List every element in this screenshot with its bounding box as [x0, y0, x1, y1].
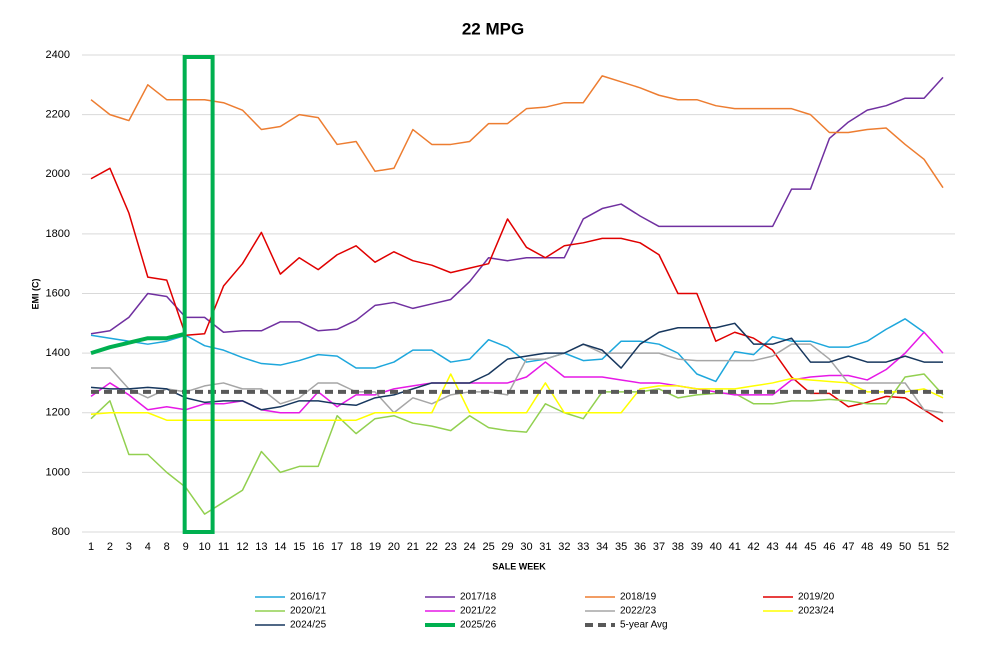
x-tick-label: 52	[937, 541, 949, 553]
y-tick-label: 1400	[46, 347, 70, 359]
x-tick-label: 42	[748, 541, 760, 553]
x-tick-label: 44	[785, 541, 797, 553]
legend-label: 5-year Avg	[620, 620, 668, 631]
x-tick-label: 4	[145, 541, 151, 553]
x-tick-label: 37	[653, 541, 665, 553]
legend-label: 2021/22	[460, 606, 497, 617]
x-tick-label: 36	[634, 541, 646, 553]
chart-title: 22 MPG	[462, 19, 524, 38]
x-tick-label: 18	[350, 541, 362, 553]
x-tick-label: 19	[369, 541, 381, 553]
x-tick-label: 12	[236, 541, 248, 553]
x-tick-label: 14	[274, 541, 286, 553]
legend-label: 2023/24	[798, 606, 835, 617]
legend-label: 2019/20	[798, 592, 835, 603]
y-tick-label: 1600	[46, 287, 70, 299]
x-tick-label: 49	[880, 541, 892, 553]
x-tick-label: 50	[899, 541, 911, 553]
x-tick-label: 22	[426, 541, 438, 553]
x-tick-label: 13	[255, 541, 267, 553]
x-tick-label: 46	[823, 541, 835, 553]
x-tick-label: 40	[710, 541, 722, 553]
x-axis-title: SALE WEEK	[492, 561, 546, 571]
y-tick-label: 800	[52, 526, 70, 538]
x-tick-label: 21	[407, 541, 419, 553]
series-line	[90, 167, 944, 423]
x-tick-label: 3	[126, 541, 132, 553]
legend-label: 2022/23	[620, 606, 657, 617]
x-tick-label: 11	[218, 541, 229, 553]
x-tick-label: 34	[596, 541, 608, 553]
x-tick-label: 20	[388, 541, 400, 553]
x-tick-label: 31	[539, 541, 551, 553]
x-tick-label: 24	[464, 541, 476, 553]
series-line	[90, 373, 944, 421]
y-tick-label: 1200	[46, 407, 70, 419]
y-tick-label: 1000	[46, 466, 70, 478]
series-line	[90, 373, 944, 515]
x-tick-label: 17	[331, 541, 343, 553]
x-tick-label: 41	[729, 541, 741, 553]
y-tick-label: 1800	[46, 228, 70, 240]
y-tick-label: 2400	[46, 49, 70, 61]
x-tick-label: 33	[577, 541, 589, 553]
legend-label: 2025/26	[460, 620, 497, 631]
x-tick-label: 8	[164, 541, 170, 553]
x-tick-label: 9	[183, 541, 189, 553]
x-tick-label: 45	[804, 541, 816, 553]
legend-label: 2017/18	[460, 592, 497, 603]
x-tick-label: 47	[842, 541, 854, 553]
series-line	[90, 75, 944, 189]
x-tick-label: 10	[198, 541, 210, 553]
x-tick-label: 29	[501, 541, 513, 553]
y-tick-label: 2000	[46, 168, 70, 180]
x-tick-label: 1	[88, 541, 94, 553]
x-tick-label: 2	[107, 541, 113, 553]
highlight-box	[182, 55, 215, 534]
x-tick-label: 15	[293, 541, 305, 553]
x-tick-label: 43	[766, 541, 778, 553]
x-tick-label: 16	[312, 541, 324, 553]
y-axis-title: EMI (C)	[30, 279, 40, 310]
legend-label: 2016/17	[290, 592, 327, 603]
x-tick-label: 30	[520, 541, 532, 553]
series-line	[90, 331, 187, 356]
legend-label: 2024/25	[290, 620, 327, 631]
x-tick-label: 48	[861, 541, 873, 553]
series-line	[90, 76, 944, 335]
x-tick-label: 39	[691, 541, 703, 553]
series-line	[91, 343, 944, 414]
x-tick-label: 51	[918, 541, 930, 553]
x-tick-label: 25	[482, 541, 494, 553]
x-tick-label: 35	[615, 541, 627, 553]
x-tick-label: 23	[445, 541, 457, 553]
y-tick-label: 2200	[46, 109, 70, 121]
legend-label: 2020/21	[290, 606, 327, 617]
legend-label: 2018/19	[620, 592, 657, 603]
x-tick-label: 32	[558, 541, 570, 553]
x-tick-label: 38	[672, 541, 684, 553]
series-line	[90, 322, 943, 411]
